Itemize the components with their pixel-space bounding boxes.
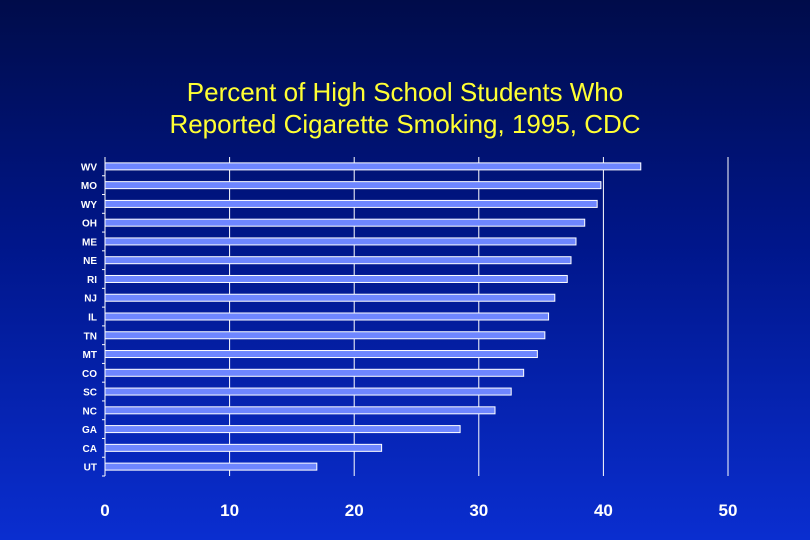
bar-sc (104, 387, 512, 396)
bar-ri (104, 274, 568, 283)
bar-nj (104, 293, 556, 302)
category-label: GA (82, 425, 97, 436)
category-label: MO (81, 181, 97, 192)
x-tick-label: 50 (719, 501, 738, 520)
x-tick-label: 0 (100, 501, 109, 520)
bar-co (104, 368, 525, 377)
category-label: NE (83, 256, 97, 267)
bar-mo (104, 181, 602, 190)
category-label: OH (82, 219, 97, 230)
bars (104, 162, 642, 471)
category-label: WV (81, 162, 97, 173)
bar-ca (104, 443, 383, 452)
x-tick-labels: 0 10 20 30 40 50 (100, 501, 737, 520)
category-labels: WV MO WY OH ME NE RI NJ IL TN MT CO SC NC GA CA UT (81, 162, 97, 473)
category-label: IL (88, 313, 97, 324)
category-label: UT (84, 463, 97, 474)
category-label: SC (83, 388, 97, 399)
category-label: CO (82, 369, 97, 380)
bar-wy (104, 199, 598, 208)
category-label: TN (84, 331, 97, 342)
bar-il (104, 312, 550, 321)
bar-wv (104, 162, 642, 171)
bar-nc (104, 406, 496, 415)
chart-title: Percent of High School Students Who Repo… (0, 76, 810, 140)
bar-mt (104, 350, 538, 359)
category-label: WY (81, 200, 97, 211)
category-label: NC (83, 406, 97, 417)
category-label: MT (83, 350, 97, 361)
bar-ga (104, 425, 461, 434)
category-label: RI (87, 275, 97, 286)
chart-title-line-2: Reported Cigarette Smoking, 1995, CDC (169, 109, 641, 139)
bar-tn (104, 331, 546, 340)
x-tick-label: 20 (345, 501, 364, 520)
category-label: CA (83, 444, 97, 455)
category-label: ME (82, 237, 97, 248)
x-tick-label: 40 (594, 501, 613, 520)
bar-ne (104, 256, 572, 265)
bar-ut (104, 462, 318, 471)
x-tick-label: 30 (469, 501, 488, 520)
bar-me (104, 237, 577, 246)
chart-title-line-1: Percent of High School Students Who (186, 77, 624, 107)
bar-oh (104, 218, 586, 227)
category-label: NJ (84, 294, 97, 305)
x-tick-label: 10 (220, 501, 239, 520)
